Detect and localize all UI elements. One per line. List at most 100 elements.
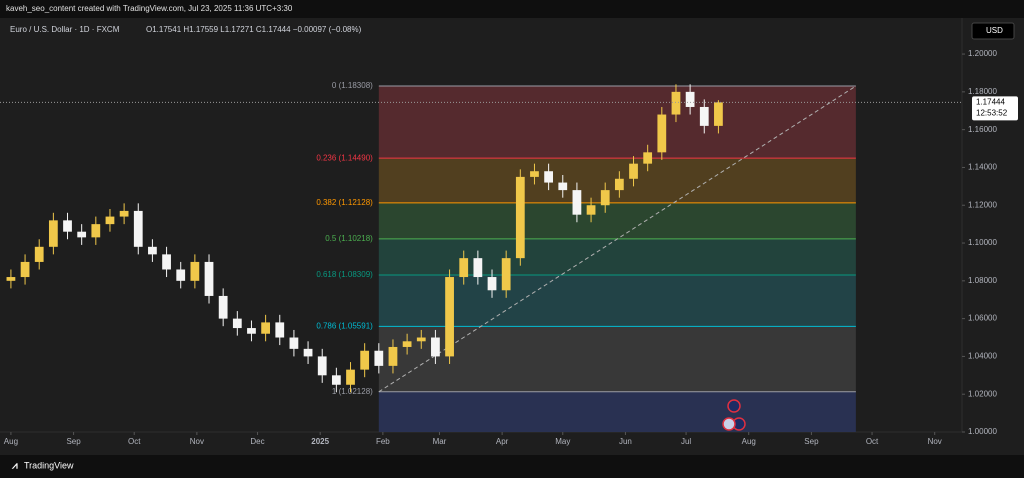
candle-body	[6, 277, 16, 281]
fib-zone	[378, 274, 856, 327]
candle-body	[331, 375, 341, 385]
currency: USD	[986, 26, 1003, 35]
candle-body	[671, 91, 681, 115]
fib-zone	[378, 391, 856, 432]
candle-body	[388, 346, 398, 366]
candle-body	[374, 350, 384, 366]
candle-body	[487, 277, 497, 291]
y-tick-label: 1.20000	[968, 49, 997, 58]
plot-area: 0 (1.18308) 0.236 (1.14490) 0.382 (1.12128…	[0, 49, 997, 446]
candle-body	[501, 258, 511, 291]
footer: TradingView	[24, 460, 74, 470]
candle-body	[600, 190, 610, 206]
ohlc-legend: O1.17541 H1.17559 L1.17271 C1.17444 −0.0…	[146, 25, 362, 34]
candle-body	[20, 261, 30, 278]
candle-body	[133, 210, 143, 247]
candle-body	[416, 337, 426, 342]
candle-body	[558, 182, 568, 191]
candle-body	[657, 114, 667, 153]
candle-body	[346, 369, 355, 385]
candle-body	[275, 322, 285, 338]
candle-body	[77, 231, 87, 238]
candle-body	[445, 277, 454, 357]
y-tick-label: 1.02000	[968, 389, 997, 398]
header: kaveh_seo_content created with TradingVi…	[6, 4, 293, 13]
x-tick-label: Jun	[619, 437, 632, 446]
x-tick-label: Oct	[866, 437, 879, 446]
candle-body	[431, 337, 440, 357]
candle-body	[360, 350, 370, 370]
x-tick-label: May	[555, 437, 570, 446]
x-tick-label: 2025	[311, 437, 329, 446]
fib-label: 0.618 (1.08309)	[316, 270, 373, 279]
fib-zone	[378, 202, 856, 239]
countdown: 12:53:52	[976, 108, 1008, 117]
fib-label: 0.382 (1.12128)	[316, 198, 373, 207]
candle-body	[530, 171, 539, 177]
fib-trend-line	[378, 85, 857, 393]
candle-body	[515, 176, 525, 259]
x-tick-label: Apr	[496, 437, 509, 446]
candle-body	[303, 348, 313, 357]
fib-label: 0.236 (1.14490)	[316, 153, 373, 162]
candle-body	[714, 102, 723, 126]
candle-body	[402, 341, 412, 347]
last-price-label: 1.17444	[976, 97, 1005, 106]
candle-body	[614, 178, 624, 191]
y-tick-label: 1.08000	[968, 276, 997, 285]
candle-body	[91, 224, 101, 238]
candle-body	[685, 91, 695, 107]
candle-body	[148, 246, 157, 255]
event-icon[interactable]	[727, 399, 741, 413]
fib-label: 0.5 (1.10218)	[325, 234, 373, 243]
candle-body	[643, 152, 653, 164]
y-tick-label: 1.18000	[968, 87, 997, 96]
candle-body	[261, 322, 271, 334]
x-tick-label: Sep	[66, 437, 81, 446]
candle-body	[105, 216, 115, 225]
candle-body	[162, 254, 171, 270]
y-tick-label: 1.14000	[968, 163, 997, 172]
x-tick-label: Mar	[433, 437, 447, 446]
x-tick-label: Dec	[250, 437, 264, 446]
y-tick-label: 1.00000	[968, 427, 997, 436]
x-tick-label: Feb	[376, 437, 390, 446]
candle-body	[48, 220, 58, 247]
candle-body	[459, 258, 469, 278]
event-icon[interactable]	[722, 417, 736, 431]
y-tick-label: 1.16000	[968, 125, 997, 134]
fib-zone	[378, 238, 856, 275]
candle-body	[586, 205, 596, 215]
y-tick-label: 1.10000	[968, 238, 997, 247]
candle-body	[190, 261, 200, 281]
fib-label: 0 (1.18308)	[332, 81, 373, 90]
candle-body	[204, 261, 214, 296]
x-tick-label: Jul	[681, 437, 691, 446]
candle-body	[699, 106, 709, 126]
candle-body	[232, 318, 242, 329]
candle-body	[119, 210, 129, 217]
x-tick-label: Nov	[190, 437, 204, 446]
candle-body	[289, 337, 299, 349]
fib-label: 0.786 (1.05591)	[316, 321, 373, 330]
x-tick-label: Aug	[742, 437, 756, 446]
currency-button[interactable]	[971, 22, 1015, 40]
candle-body	[218, 295, 228, 319]
x-tick-label: Nov	[928, 437, 942, 446]
x-tick-label: Aug	[4, 437, 18, 446]
y-tick-label: 1.12000	[968, 200, 997, 209]
candle-body	[544, 171, 554, 183]
y-tick-label: 1.04000	[968, 352, 997, 361]
x-tick-label: Sep	[804, 437, 819, 446]
last-price-box	[972, 96, 1018, 121]
candle-body	[629, 163, 638, 179]
fib-label: 1 (1.02128)	[332, 387, 373, 396]
logo: ⩘	[11, 461, 18, 472]
candle-body	[572, 190, 582, 215]
y-tick-label: 1.06000	[968, 314, 997, 323]
x-tick-label: Oct	[128, 437, 141, 446]
candle-body	[317, 356, 327, 376]
candle-body	[473, 258, 483, 278]
